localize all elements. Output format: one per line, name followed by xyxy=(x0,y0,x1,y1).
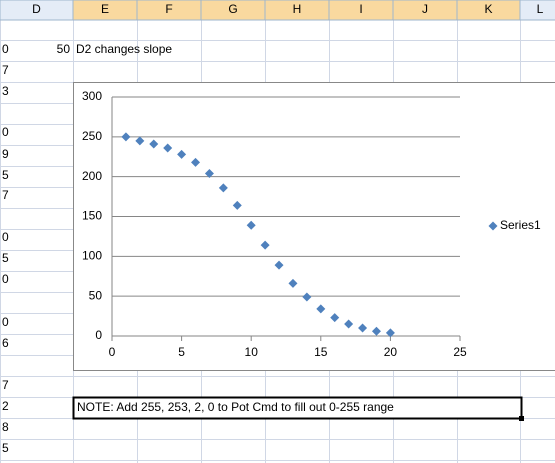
x-tick-label: 25 xyxy=(453,345,467,359)
column-header-label: L xyxy=(537,2,544,16)
data-point xyxy=(121,132,131,142)
data-point xyxy=(385,328,395,338)
x-tick-label: 10 xyxy=(245,345,259,359)
y-tick-label: 100 xyxy=(82,249,102,263)
column-header[interactable] xyxy=(519,0,555,21)
row-header-label: 3 xyxy=(2,84,9,98)
x-tick-label: 5 xyxy=(178,345,185,359)
y-tick-label: 0 xyxy=(95,328,102,342)
y-tick-label: 200 xyxy=(82,169,102,183)
cell: 50 xyxy=(57,42,71,56)
y-tick-label: 300 xyxy=(82,89,102,103)
legend-marker xyxy=(488,221,498,231)
data-point xyxy=(204,168,214,178)
data-point xyxy=(316,304,326,314)
row-header-label: 0 xyxy=(2,272,9,286)
data-point xyxy=(371,326,381,336)
column-header-label: K xyxy=(484,2,492,16)
column-header-label: J xyxy=(422,2,428,16)
y-tick-label: 50 xyxy=(89,288,103,302)
note-text: NOTE: Add 255, 253, 2, 0 to Pot Cmd to f… xyxy=(77,400,394,414)
row-header-label: 2 xyxy=(2,399,9,413)
data-point xyxy=(330,313,340,323)
note-cell[interactable] xyxy=(72,396,523,420)
legend-label: Series1 xyxy=(500,218,541,232)
row-header-label: 0 xyxy=(2,315,9,329)
row-header-label: 7 xyxy=(2,188,9,202)
data-point xyxy=(135,136,145,146)
x-tick-label: 20 xyxy=(384,345,398,359)
data-point xyxy=(260,240,270,250)
y-tick-label: 150 xyxy=(82,209,102,223)
row-header-label: 9 xyxy=(2,147,9,161)
data-point xyxy=(149,139,159,149)
row-header-label: 5 xyxy=(2,251,9,265)
cell: D2 changes slope xyxy=(76,42,172,56)
x-tick-label: 15 xyxy=(314,345,328,359)
column-header-label: F xyxy=(165,2,172,16)
y-tick-label: 250 xyxy=(82,129,102,143)
column-header-label: G xyxy=(228,2,237,16)
row-header-label: 5 xyxy=(2,168,9,182)
row-header-label: 0 xyxy=(2,230,9,244)
row-header-label: 5 xyxy=(2,441,9,455)
column-header-label: H xyxy=(293,2,302,16)
row-header-label: 0 xyxy=(2,125,9,139)
fill-handle xyxy=(519,416,524,421)
row-header-label: 7 xyxy=(2,378,9,392)
chart-area xyxy=(73,82,555,371)
column-header-label: I xyxy=(359,2,362,16)
data-point xyxy=(344,319,354,329)
row-header-label: 6 xyxy=(2,336,9,350)
data-point xyxy=(177,149,187,159)
data-point xyxy=(288,278,298,288)
data-point xyxy=(274,260,284,270)
data-point xyxy=(246,220,256,230)
data-point xyxy=(191,157,201,167)
row-header-label: 8 xyxy=(2,420,9,434)
x-tick-label: 0 xyxy=(109,345,116,359)
row-header-label: 0 xyxy=(2,42,9,56)
data-point xyxy=(163,143,173,153)
row-header-label: 7 xyxy=(2,63,9,77)
column-header-label: D xyxy=(32,2,41,16)
column-header-label: E xyxy=(101,2,109,16)
data-point xyxy=(302,292,312,302)
data-point xyxy=(218,183,228,193)
data-point xyxy=(358,323,368,333)
data-point xyxy=(232,200,242,210)
